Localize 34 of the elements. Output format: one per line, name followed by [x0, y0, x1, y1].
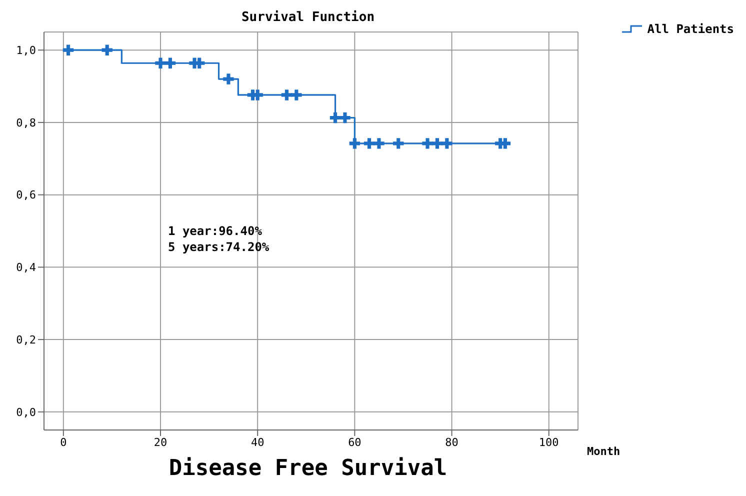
y-tick-label: 0,2	[16, 333, 36, 346]
point	[374, 138, 384, 149]
y-tick-label: 1,0	[16, 44, 36, 57]
point	[102, 44, 112, 56]
x-axis-title: Month	[587, 444, 620, 458]
point	[330, 112, 341, 124]
point	[291, 90, 302, 100]
point	[349, 138, 360, 149]
point	[62, 44, 74, 56]
point	[432, 138, 443, 149]
annotation: 1 year:96.40%	[168, 223, 263, 239]
point	[442, 138, 452, 149]
y-tick-label: 0,4	[16, 261, 36, 274]
y-tick-label: 0,8	[16, 116, 36, 130]
text: Disease Free Survival	[168, 456, 448, 481]
point	[164, 58, 176, 68]
y-tick-label: 0,0	[16, 406, 36, 419]
x-tick-label: 20	[154, 436, 168, 449]
point	[281, 90, 292, 100]
point	[393, 138, 404, 149]
point	[155, 58, 166, 68]
x-tick-label: 80	[445, 436, 458, 449]
annotation: 5 years:74.20%	[168, 239, 270, 255]
point	[364, 138, 375, 149]
point	[340, 112, 350, 124]
legend-label: All Patients	[647, 22, 734, 36]
x-tick-label: 60	[348, 436, 362, 449]
y-tick-label: 0,6	[16, 188, 36, 202]
x-tick-label: 40	[250, 436, 264, 449]
x-tick-label: 100	[538, 436, 559, 449]
x-tick-label: 0	[60, 436, 67, 449]
point	[223, 74, 234, 84]
chart-title: Survival Function	[240, 10, 376, 25]
point	[422, 138, 433, 149]
